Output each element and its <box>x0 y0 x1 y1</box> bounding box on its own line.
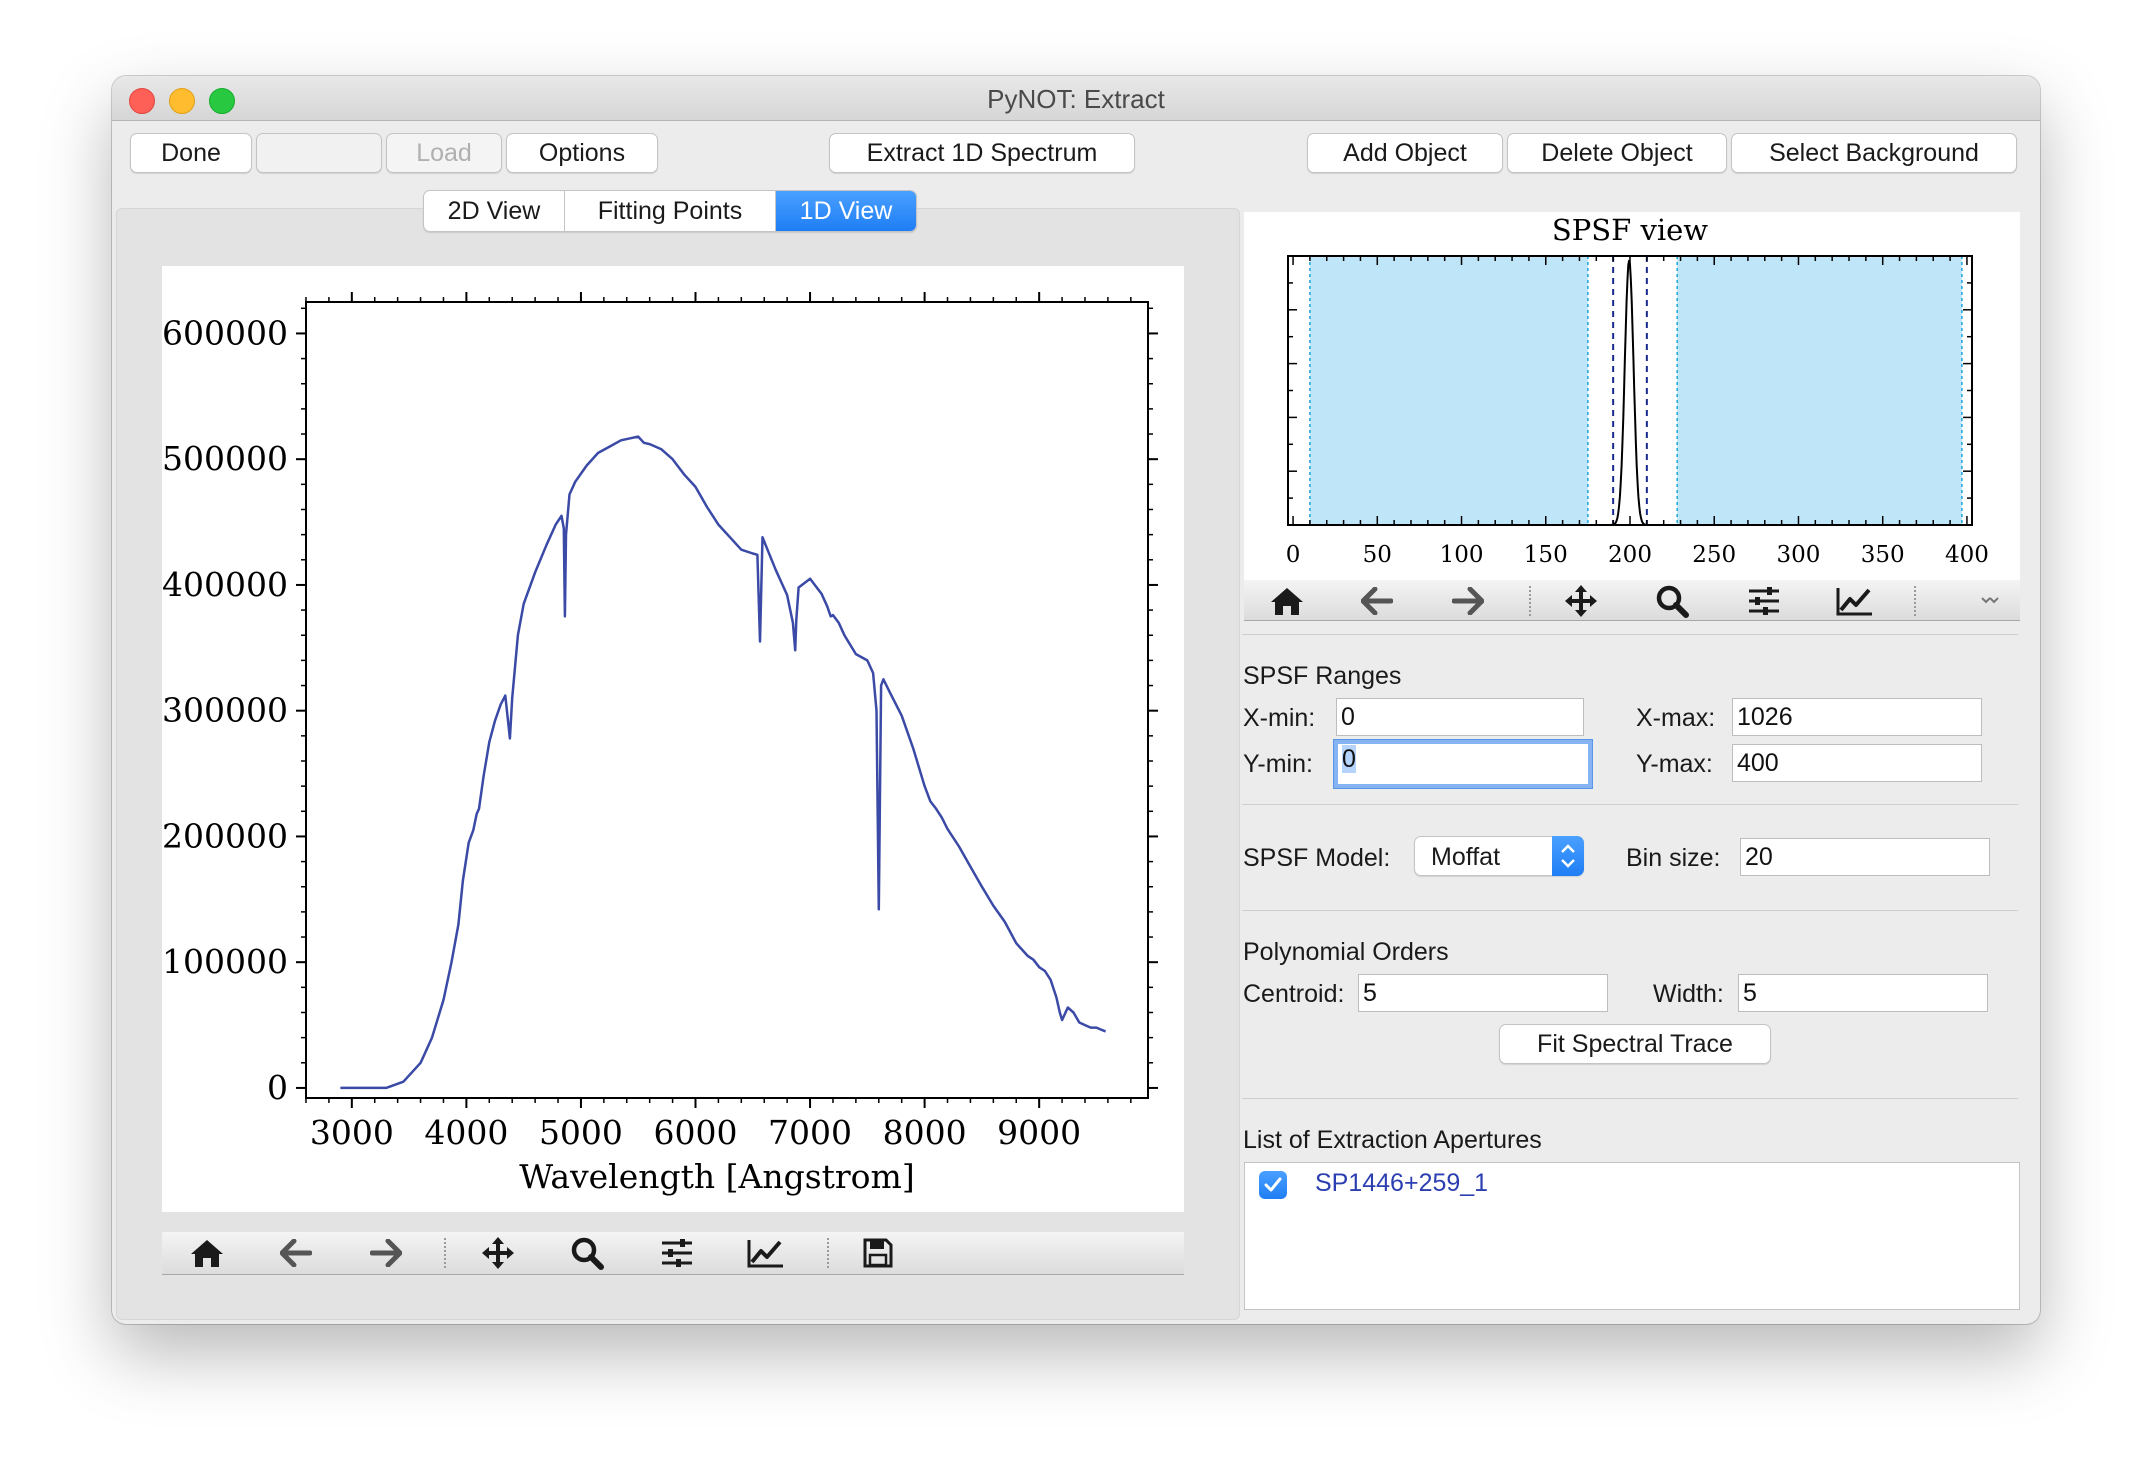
chart-edit-icon[interactable] <box>741 1232 791 1274</box>
title-bar: PyNOT: Extract <box>112 76 2040 121</box>
centroid-order-input[interactable]: 5 <box>1358 974 1608 1012</box>
spectrum-line <box>340 435 1107 1090</box>
x-tick-label: 4000 <box>424 1113 508 1152</box>
spsf-model-value: Moffat <box>1431 843 1501 871</box>
y-tick-label: 100000 <box>162 942 288 981</box>
y-tick-label: 600000 <box>162 313 288 352</box>
spsf-model-select[interactable]: Moffat <box>1414 836 1584 876</box>
spsf-ranges-heading: SPSF Ranges <box>1243 662 1402 690</box>
ymax-input[interactable]: 400 <box>1732 744 1982 782</box>
xmax-input[interactable]: 1026 <box>1732 698 1982 736</box>
fit-spectral-trace-button[interactable]: Fit Spectral Trace <box>1499 1024 1771 1064</box>
y-tick-label: 500000 <box>162 439 288 478</box>
spsf-x-tick-label: 200 <box>1608 542 1652 568</box>
blank-button[interactable] <box>256 133 382 173</box>
spsf-x-tick-label: 250 <box>1692 542 1736 568</box>
width-order-input[interactable]: 5 <box>1738 974 1988 1012</box>
xmin-label: X-min: <box>1243 704 1316 732</box>
select-background-button[interactable]: Select Background <box>1731 133 2017 173</box>
home-icon[interactable] <box>182 1232 232 1274</box>
spsf-x-tick-label: 0 <box>1286 542 1301 568</box>
x-tick-label: 6000 <box>654 1113 738 1152</box>
spsf-x-tick-label: 350 <box>1861 542 1905 568</box>
y-tick-label: 200000 <box>162 816 288 855</box>
extract-1d-spectrum-button[interactable]: Extract 1D Spectrum <box>829 133 1135 173</box>
window-title: PyNOT: Extract <box>987 84 1165 114</box>
x-axis-label: Wavelength [Angstrom] <box>519 1157 914 1196</box>
zoom-icon[interactable] <box>1647 580 1697 622</box>
tab-2d-view[interactable]: 2D View <box>424 191 565 231</box>
home-icon[interactable] <box>1262 580 1312 622</box>
spsf-plot-canvas[interactable]: SPSF view 0 50 100 150 200 250 300 350 400 <box>1244 212 2020 580</box>
tab-1d-view[interactable]: 1D View <box>776 191 916 231</box>
back-arrow-icon[interactable] <box>271 1232 321 1274</box>
spectrum-nav-toolbar <box>162 1232 1184 1275</box>
ymin-input[interactable]: 0 <box>1334 740 1592 788</box>
background-region <box>1677 256 1962 525</box>
main-window: PyNOT: Extract Done Load Options Extract… <box>112 76 2040 1324</box>
add-object-button[interactable]: Add Object <box>1307 133 1503 173</box>
spsf-x-tick-label: 100 <box>1440 542 1484 568</box>
done-button[interactable]: Done <box>130 133 252 173</box>
y-tick-label: 300000 <box>162 691 288 730</box>
save-icon[interactable] <box>853 1232 903 1274</box>
overflow-chevron-icon[interactable] <box>1970 580 2010 622</box>
spsf-model-label: SPSF Model: <box>1243 844 1391 872</box>
bin-size-input[interactable]: 20 <box>1740 838 1990 876</box>
background-region <box>1309 256 1588 525</box>
x-tick-label: 8000 <box>883 1113 967 1152</box>
poly-orders-heading: Polynomial Orders <box>1243 938 1449 966</box>
x-tick-label: 7000 <box>768 1113 852 1152</box>
ymin-label: Y-min: <box>1243 750 1313 778</box>
ymin-input-text: 0 <box>1342 745 1356 773</box>
spectrum-chart[interactable]: 3000 4000 5000 6000 7000 8000 9000 0 100000 20000… <box>162 266 1184 1212</box>
spectrum-axes-frame <box>305 301 1149 1099</box>
x-tick-label: 5000 <box>539 1113 623 1152</box>
spsf-x-tick-label: 150 <box>1524 542 1568 568</box>
zoom-icon[interactable] <box>562 1232 612 1274</box>
y-tick-label: 0 <box>267 1068 288 1107</box>
options-button[interactable]: Options <box>506 133 658 173</box>
chart-edit-icon[interactable] <box>1830 580 1880 622</box>
spsf-nav-toolbar <box>1244 580 2020 621</box>
forward-arrow-icon[interactable] <box>1443 580 1493 622</box>
spsf-x-tick-label: 300 <box>1777 542 1821 568</box>
x-tick-label: 9000 <box>997 1113 1081 1152</box>
load-button[interactable]: Load <box>386 133 502 173</box>
forward-arrow-icon[interactable] <box>361 1232 411 1274</box>
spsf-x-tick-label: 50 <box>1363 542 1392 568</box>
apertures-list[interactable]: SP1446+259_1 <box>1244 1162 2020 1310</box>
pan-icon[interactable] <box>1556 580 1606 622</box>
apertures-heading: List of Extraction Apertures <box>1243 1126 1542 1154</box>
aperture-item-label[interactable]: SP1446+259_1 <box>1315 1169 1489 1197</box>
spsf-x-tick-label: 400 <box>1945 542 1989 568</box>
x-tick-label: 3000 <box>310 1113 394 1152</box>
zoom-window-button[interactable] <box>209 88 235 114</box>
close-window-button[interactable] <box>129 88 155 114</box>
back-arrow-icon[interactable] <box>1352 580 1402 622</box>
select-updown-icon <box>1552 836 1584 876</box>
centroid-label: Centroid: <box>1243 980 1345 1008</box>
tab-fitting-points[interactable]: Fitting Points <box>565 191 776 231</box>
bin-size-label: Bin size: <box>1626 844 1721 872</box>
aperture-checkbox[interactable] <box>1259 1171 1287 1199</box>
width-label: Width: <box>1653 980 1724 1008</box>
delete-object-button[interactable]: Delete Object <box>1507 133 1727 173</box>
spsf-chart[interactable]: SPSF view 0 50 100 150 200 250 300 350 400 <box>1244 212 2020 580</box>
minimize-window-button[interactable] <box>169 88 195 114</box>
xmax-label: X-max: <box>1636 704 1716 732</box>
ymax-label: Y-max: <box>1636 750 1713 778</box>
sliders-icon[interactable] <box>1739 580 1789 622</box>
sliders-icon[interactable] <box>652 1232 702 1274</box>
spectrum-plot-canvas[interactable]: 3000 4000 5000 6000 7000 8000 9000 0 100000 20000… <box>162 266 1184 1212</box>
y-tick-label: 400000 <box>162 565 288 604</box>
pan-icon[interactable] <box>473 1232 523 1274</box>
xmin-input[interactable]: 0 <box>1336 698 1584 736</box>
spsf-title: SPSF view <box>1552 213 1708 247</box>
view-tabs: 2D View Fitting Points 1D View <box>423 190 917 232</box>
